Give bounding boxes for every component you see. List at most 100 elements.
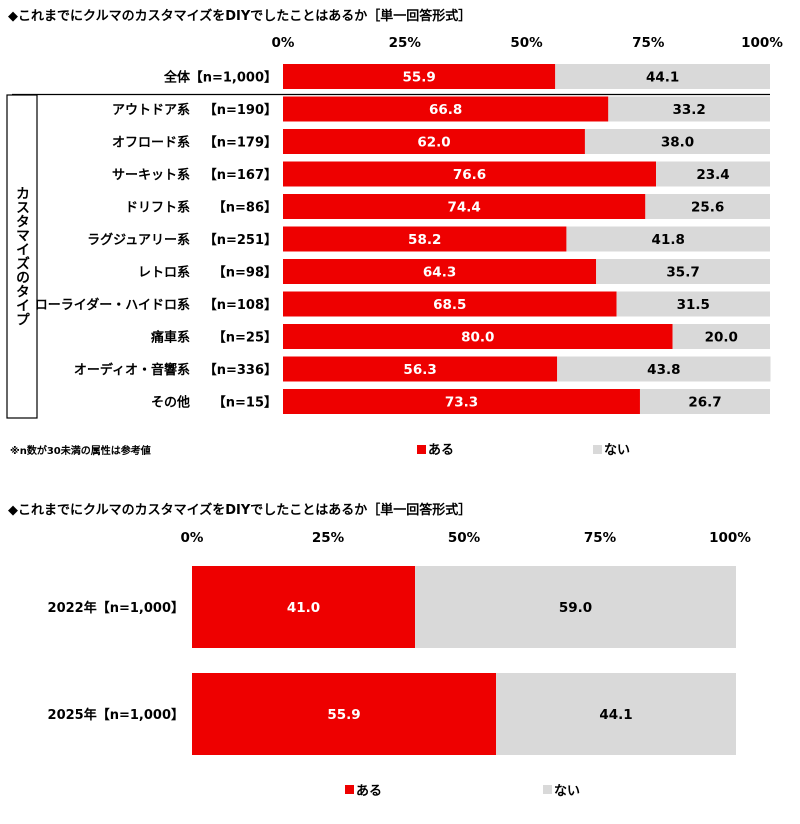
chart2-label-no-0: 59.0 — [559, 600, 592, 616]
chart1-n-10: 【n=15】 — [213, 395, 277, 411]
chart1-n-2: 【n=179】 — [204, 135, 277, 151]
chart1-label-no-0: 44.1 — [646, 70, 679, 86]
chart1-tick-0: 0% — [272, 35, 295, 51]
chart1-label-yes-10: 73.3 — [445, 395, 478, 411]
chart1-n-6: 【n=98】 — [213, 265, 277, 281]
chart1-bar-yes-7 — [283, 291, 617, 317]
chart1-tick-100: 100% — [741, 35, 783, 51]
chart1-category-3: サーキット系 — [112, 167, 190, 183]
chart1-category-7: ローライダー・ハイドロ系 — [35, 297, 190, 313]
chart1-label-no-10: 26.7 — [688, 395, 721, 411]
chart1-label-yes-9: 56.3 — [403, 362, 436, 378]
chart1-tick-75: 75% — [632, 35, 665, 51]
chart1-category-labels: 全体 【n=1,000】アウトドア系 【n=190】オフロード系 【n=179】サーキ… — [35, 70, 277, 411]
chart1-category-2: オフロード系 — [112, 135, 190, 151]
chart1-note: ※n数が30未満の属性は参考値 — [10, 444, 151, 457]
chart1-legend-swatch-yes — [417, 445, 426, 454]
chart1-category-10: その他 — [151, 395, 190, 411]
chart1-n-8: 【n=25】 — [213, 330, 277, 346]
chart1-bar-yes-6 — [283, 259, 597, 284]
chart1-n-7: 【n=108】 — [204, 297, 277, 313]
chart1-bar-no-1 — [608, 96, 770, 122]
chart1-title: ◆これまでにクルマのカスタマイズをDIYでしたことはあるか［単一回答形式］ — [8, 8, 471, 24]
chart1-bar-no-5 — [566, 226, 770, 252]
chart2-bar-no-1 — [496, 673, 736, 755]
chart1-label-yes-5: 58.2 — [408, 232, 441, 248]
chart1-legend-no: ない — [604, 443, 630, 458]
chart2-tick-100: 100% — [709, 530, 751, 546]
chart1-category-8: 痛車系 — [150, 330, 190, 346]
chart1-label-yes-2: 62.0 — [417, 135, 450, 151]
chart1-bar-no-10 — [639, 389, 770, 414]
chart1-tick-50: 50% — [510, 35, 543, 51]
chart1-label-no-4: 25.6 — [691, 200, 724, 216]
chart1-label-yes-1: 66.8 — [429, 102, 462, 118]
chart1-label-no-6: 35.7 — [666, 265, 699, 281]
chart2-legend-yes: ある — [356, 784, 382, 799]
chart1-bar-yes-10 — [283, 389, 640, 414]
chart1-category-9: オーディオ・音響系 — [74, 362, 190, 378]
chart1-legend: ある ない — [417, 443, 630, 458]
chart1-label-yes-3: 76.6 — [453, 167, 486, 183]
chart1-bar-no-6 — [596, 259, 770, 284]
chart1-label-no-2: 38.0 — [661, 135, 694, 151]
chart2-category-1: 2025年【n=1,000】 — [48, 707, 184, 723]
chart2-x-ticks: 0% 25% 50% 75% 100% — [181, 530, 752, 546]
chart1-label-no-1: 33.2 — [673, 102, 706, 118]
chart2-category-labels: 2022年【n=1,000】 2025年【n=1,000】 — [48, 600, 184, 723]
chart2-legend-no: ない — [554, 784, 580, 799]
chart1-bar-no-4 — [645, 194, 770, 219]
chart1-x-ticks: 0% 25% 50% 75% 100% — [272, 35, 784, 51]
chart1-label-yes-4: 74.4 — [448, 200, 481, 216]
chart1-n-3: 【n=167】 — [204, 167, 277, 183]
chart2-bar-yes-1 — [192, 673, 497, 755]
chart1-group-label: カスタマイズのタイプ — [14, 186, 30, 326]
chart2-title: ◆これまでにクルマのカスタマイズをDIYでしたことはあるか［単一回答形式］ — [8, 502, 471, 518]
chart1-bar-no-2 — [584, 129, 770, 154]
chart1-bar-yes-5 — [283, 226, 567, 252]
chart2-tick-0: 0% — [181, 530, 204, 546]
chart1-bar-yes-9 — [283, 356, 558, 382]
chart1-bar-no-9 — [557, 356, 771, 382]
chart1-category-5: ラグジュアリー系 — [87, 232, 190, 248]
chart1-legend-yes: ある — [428, 443, 454, 458]
chart1-label-yes-6: 64.3 — [423, 265, 456, 281]
chart1-label-no-5: 41.8 — [652, 232, 685, 248]
chart1-n-0: 【n=1,000】 — [190, 70, 277, 86]
chart1-label-yes-7: 68.5 — [433, 297, 466, 313]
chart2-tick-25: 25% — [312, 530, 345, 546]
chart1-label-no-7: 31.5 — [677, 297, 710, 313]
chart2-tick-50: 50% — [448, 530, 481, 546]
chart1-bar-yes-1 — [283, 96, 609, 122]
chart1-label-no-8: 20.0 — [705, 330, 738, 346]
chart2-category-0: 2022年【n=1,000】 — [48, 600, 184, 616]
chart1-bar-no-7 — [616, 291, 770, 317]
chart1-bar-yes-4 — [283, 194, 646, 219]
chart1-label-yes-0: 55.9 — [402, 70, 435, 86]
chart1-bar-yes-2 — [283, 129, 585, 154]
chart2-label-yes-0: 41.0 — [287, 600, 320, 616]
chart2-legend: ある ない — [345, 784, 580, 799]
chart1-category-6: レトロ系 — [138, 265, 190, 281]
chart1-tick-25: 25% — [389, 35, 422, 51]
chart2-bar-no-0 — [415, 566, 736, 648]
chart1-category-4: ドリフト系 — [125, 200, 190, 216]
chart1-n-9: 【n=336】 — [204, 362, 277, 378]
chart1-bar-no-3 — [656, 161, 770, 187]
chart2-legend-swatch-yes — [345, 785, 354, 794]
chart1-label-no-9: 43.8 — [647, 362, 680, 378]
chart1-n-1: 【n=190】 — [204, 102, 277, 118]
chart1-label-yes-8: 80.0 — [461, 330, 494, 346]
chart2-tick-75: 75% — [584, 530, 617, 546]
chart2-legend-swatch-no — [543, 785, 552, 794]
chart2-label-yes-1: 55.9 — [327, 707, 360, 723]
chart1-bar-yes-8 — [283, 324, 673, 349]
chart1-bar-yes-0 — [283, 64, 556, 89]
chart1-label-no-3: 23.4 — [696, 167, 729, 183]
chart1-category-0: 全体 — [163, 70, 191, 86]
chart1-n-5: 【n=251】 — [204, 232, 277, 248]
chart2-label-no-1: 44.1 — [599, 707, 632, 723]
chart1-category-1: アウトドア系 — [112, 102, 190, 118]
chart1-group-bracket — [6, 94, 38, 419]
